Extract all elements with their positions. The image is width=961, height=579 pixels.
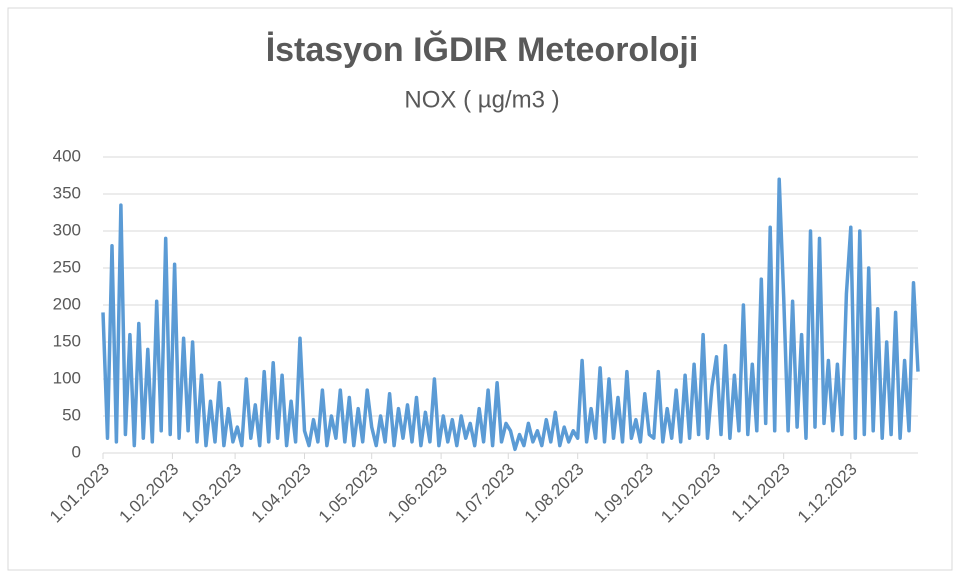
- chart-subtitle: NOX ( µg/m3 ): [404, 86, 559, 113]
- chart-title: İstasyon IĞDIR Meteoroloji: [266, 31, 699, 69]
- y-tick-label: 150: [53, 331, 81, 350]
- y-tick-label: 400: [53, 146, 81, 165]
- y-tick-label: 50: [62, 405, 81, 424]
- data-line: [101, 177, 920, 452]
- y-tick-label: 200: [53, 294, 81, 313]
- y-tick-label: 100: [53, 368, 81, 387]
- y-tick-label: 250: [53, 257, 81, 276]
- y-tick-label: 350: [53, 183, 81, 202]
- y-tick-label: 300: [53, 220, 81, 239]
- y-tick-label: 0: [72, 442, 81, 461]
